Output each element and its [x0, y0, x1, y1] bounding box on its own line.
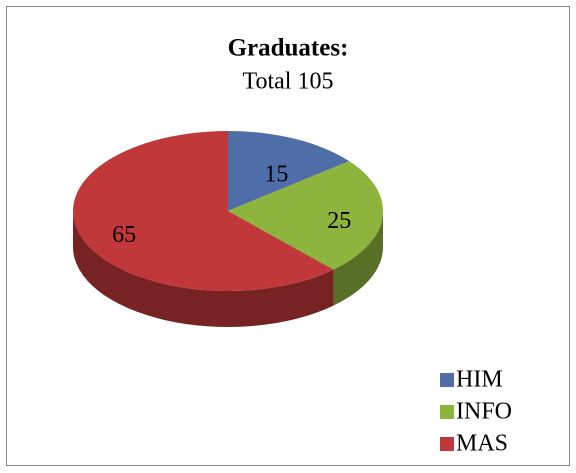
- legend-swatch: [440, 405, 454, 419]
- chart-subtitle: Total 105: [243, 69, 334, 95]
- pie-slice: [73, 131, 334, 291]
- legend-label: INFO: [456, 399, 512, 425]
- pie-slice: [228, 161, 383, 270]
- pie-side: [73, 211, 334, 327]
- pie-side: [333, 211, 383, 306]
- legend-label: HIM: [456, 367, 503, 393]
- legend-swatch: [440, 437, 454, 451]
- pie-slice: [228, 131, 350, 211]
- chart-title: Graduates:: [228, 35, 349, 62]
- legend-label: MAS: [456, 431, 508, 457]
- data-label: 15: [264, 161, 288, 187]
- data-label: 25: [327, 208, 351, 234]
- data-label: 65: [112, 222, 136, 248]
- legend-swatch: [440, 373, 454, 387]
